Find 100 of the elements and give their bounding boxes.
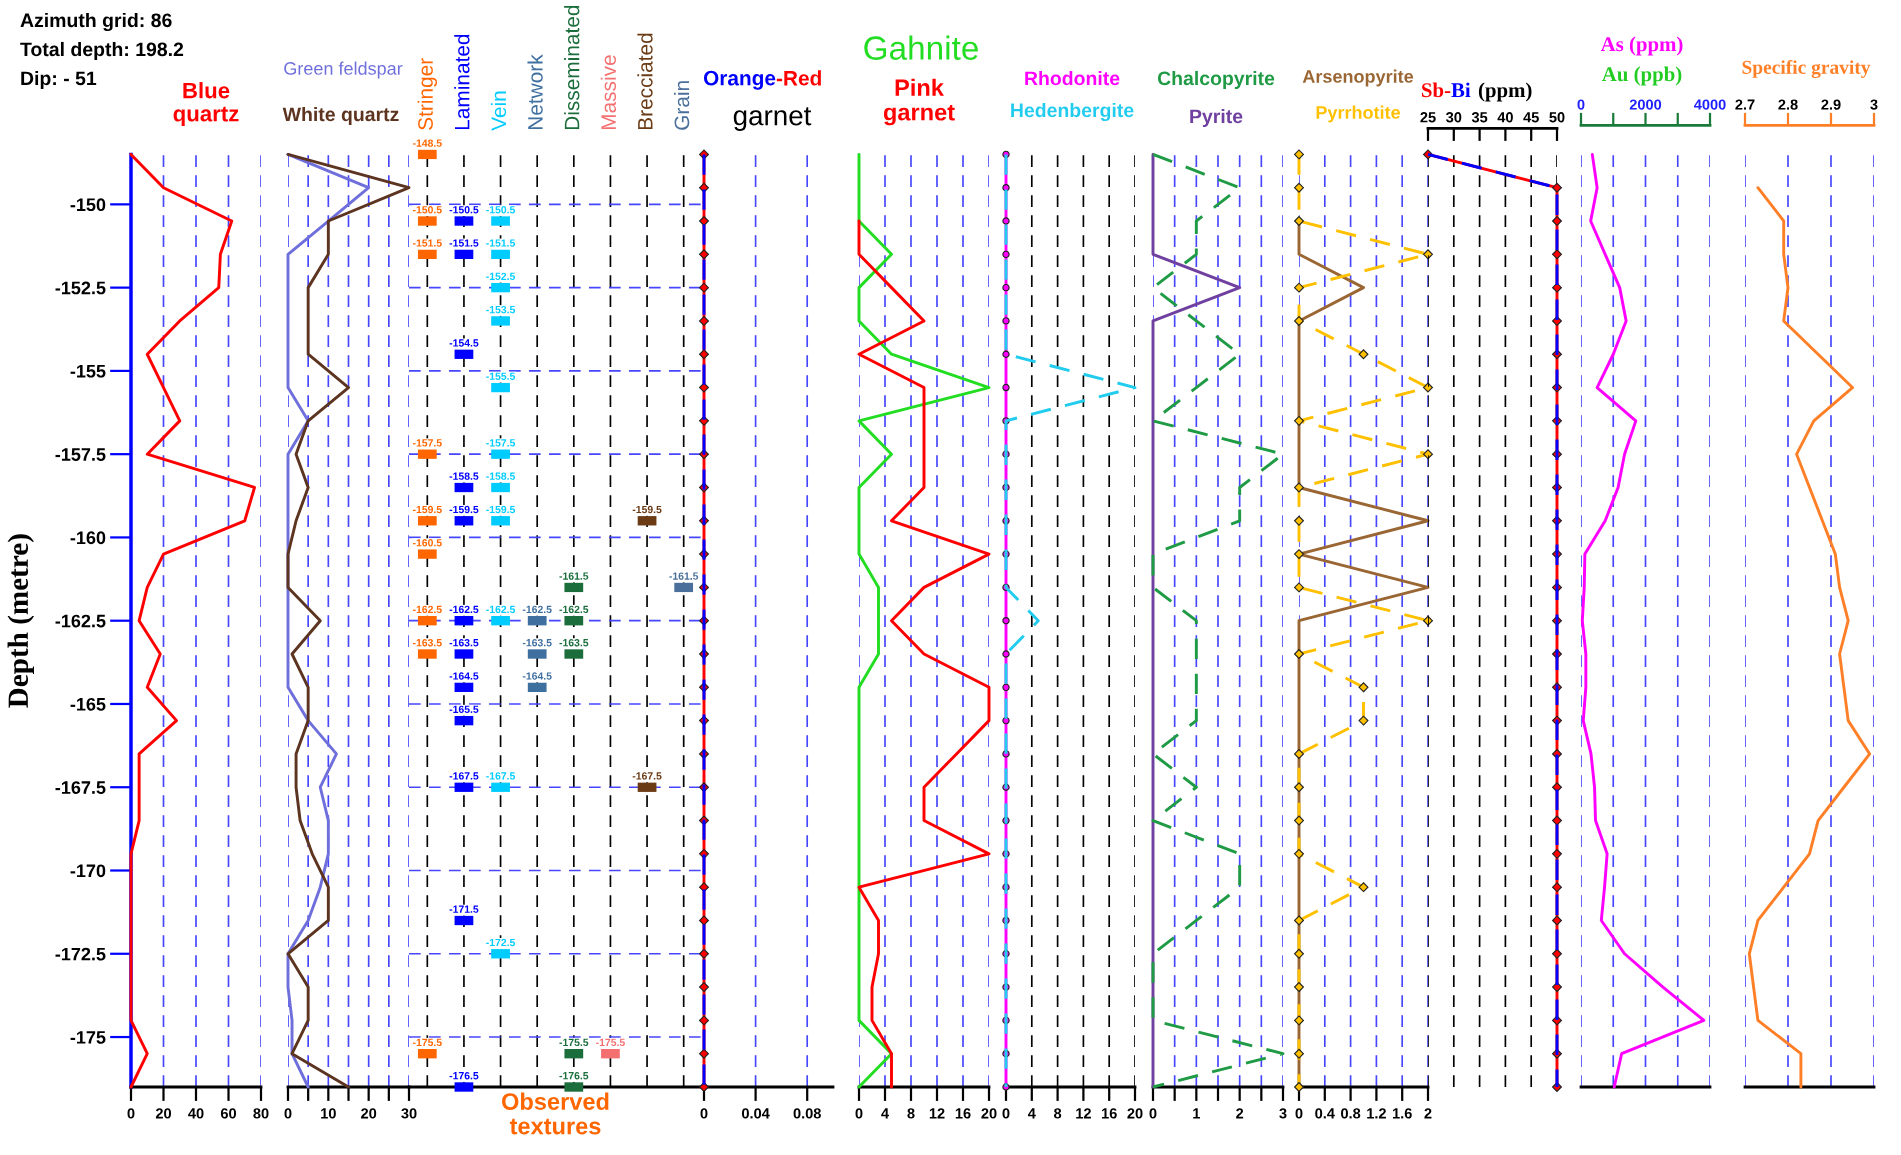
text: Arsenopyrite <box>1302 69 1414 87</box>
data-label: -167.5 <box>486 772 516 780</box>
data-label: -160.5 <box>412 539 442 547</box>
chart-title: garnet <box>733 107 812 131</box>
x-tick-label: 16 <box>1102 1108 1117 1119</box>
series-label: Pyrrhotite <box>1316 105 1401 123</box>
x-tick-label: 2000 <box>1629 99 1662 110</box>
x-tick-label: 0.4 <box>1315 1108 1335 1119</box>
data-label: -157.5 <box>412 439 442 447</box>
data-label: -164.5 <box>522 672 552 680</box>
data-label: -162.5 <box>522 605 552 614</box>
data-label: -171.5 <box>449 905 479 913</box>
data-label: -157.5 <box>486 439 516 447</box>
x-tick-label: 1.6 <box>1392 1108 1412 1119</box>
x-tick-label: 20 <box>1127 1108 1143 1119</box>
x-axis-title: Observed textures <box>502 1092 609 1135</box>
text: Orange <box>703 70 776 90</box>
y-tick-label: -162.5 <box>55 614 106 628</box>
text: Blue quartz <box>173 82 239 126</box>
x-tick-label: 0 <box>1577 99 1585 110</box>
data-label: -163.5 <box>522 639 552 647</box>
x-tick-label: 0.04 <box>741 1108 770 1119</box>
data-label: -165.5 <box>449 705 479 714</box>
data-label: -162.5 <box>412 605 442 614</box>
text: Rhodonite <box>1025 70 1120 86</box>
data-label: -152.5 <box>486 272 516 281</box>
y-tick-label: -170 <box>70 864 106 878</box>
x-tick-label: 2 <box>1424 1108 1432 1119</box>
text: Chalcopyrite <box>1157 70 1275 90</box>
x-tick-label: 20 <box>981 1108 997 1119</box>
data-label: -167.5 <box>632 772 662 780</box>
x-tick-label: 2.9 <box>1821 99 1841 110</box>
x-tick-label: 8 <box>907 1108 915 1119</box>
x-tick-label: 3 <box>1870 99 1878 110</box>
x-tick-label: 0 <box>1149 1108 1157 1119</box>
y-tick-label: -150 <box>70 198 106 212</box>
x-tick-label: 20 <box>155 1108 172 1119</box>
y-tick-label: -160 <box>70 531 106 545</box>
x-tick-label: Massive <box>600 55 617 130</box>
text: Green feldspar <box>284 61 403 79</box>
x-tick-label: 0 <box>1002 1108 1010 1119</box>
data-label: -150.5 <box>412 206 442 214</box>
data-label: -161.5 <box>669 572 699 580</box>
y-axis-title: Depth (metre) <box>7 534 34 708</box>
data-label: -159.5 <box>412 505 442 514</box>
data-label: -176.5 <box>449 1072 479 1080</box>
x-tick-label: 35 <box>1471 112 1488 123</box>
data-label: -175.5 <box>412 1038 442 1047</box>
x-tick-label: 12 <box>1076 1108 1091 1119</box>
data-label: -167.5 <box>449 772 479 780</box>
text: Pink garnet <box>883 78 955 126</box>
x-tick-label: 50 <box>1549 112 1565 123</box>
x-tick-label: Stringer <box>417 58 438 130</box>
series-label: White quartz <box>282 106 399 126</box>
chart-title: (ppm) <box>1478 82 1532 102</box>
series-label: Hedenbergite <box>1011 102 1134 122</box>
text: Specific gravity <box>1742 60 1871 78</box>
x-tick-label: 20 <box>361 1108 377 1119</box>
text: Total depth: 198.2 <box>20 41 184 61</box>
x-tick-label: 10 <box>321 1108 336 1119</box>
text: As (ppm) <box>1600 36 1683 56</box>
x-tick-label: Grain <box>673 81 690 130</box>
x-tick-label: 0 <box>1295 1108 1303 1119</box>
x-tick-label: 1.2 <box>1367 1108 1386 1119</box>
x-tick-label: 4 <box>1027 1108 1036 1119</box>
x-tick-label: 0.8 <box>1341 1108 1361 1119</box>
data-label: -172.5 <box>486 938 516 947</box>
data-label: -161.5 <box>559 572 589 580</box>
x-tick-label: 30 <box>1446 112 1462 123</box>
data-label: -153.5 <box>486 305 516 314</box>
text: Bi <box>1451 82 1471 98</box>
text: Sb- <box>1422 82 1451 98</box>
y-tick-label: -175 <box>70 1031 106 1044</box>
x-tick-label: 0 <box>127 1108 135 1119</box>
x-tick-label: 2.7 <box>1735 99 1755 110</box>
x-tick-label: Vein <box>490 91 507 131</box>
x-tick-label: 40 <box>1497 112 1513 123</box>
x-tick-label: 40 <box>188 1108 204 1119</box>
data-label: -154.5 <box>449 339 479 347</box>
x-tick-label: 0 <box>700 1108 708 1119</box>
x-tick-label: Network <box>527 54 543 130</box>
data-label: -162.5 <box>486 605 516 614</box>
data-label: -151.5 <box>412 239 442 247</box>
x-tick-label: 2 <box>1236 1108 1244 1119</box>
y-tick-label: -167.5 <box>55 781 106 794</box>
x-tick-label: 4000 <box>1694 99 1726 110</box>
x-tick-label: 8 <box>1054 1108 1062 1119</box>
data-label: -150.5 <box>449 206 479 214</box>
x-tick-label: 4 <box>881 1108 889 1119</box>
data-label: -159.5 <box>449 505 479 514</box>
x-tick-label: 16 <box>955 1108 971 1119</box>
text: Azimuth grid: 86 <box>20 12 172 32</box>
text: Gahnite <box>864 35 978 60</box>
data-label: -159.5 <box>486 505 516 514</box>
data-label: -158.5 <box>449 472 479 480</box>
data-label: -176.5 <box>559 1072 589 1080</box>
data-label: -163.5 <box>412 639 442 647</box>
y-tick-label: -165 <box>70 697 106 711</box>
x-tick-label: 1 <box>1193 1108 1200 1119</box>
text: Pyrite <box>1190 108 1243 128</box>
